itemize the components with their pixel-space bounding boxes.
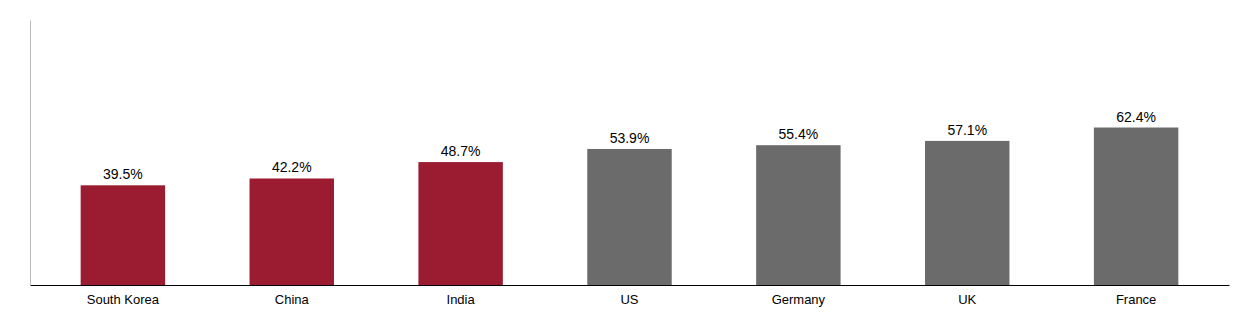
data-label: 48.7% [441, 143, 481, 159]
data-label: 62.4% [1116, 109, 1156, 125]
bar [1094, 128, 1178, 285]
x-tick: France [1116, 285, 1156, 307]
bar [925, 141, 1009, 285]
y-axis-line [30, 21, 31, 286]
bar [756, 145, 840, 285]
x-tick: South Korea [87, 285, 160, 307]
data-labels: 39.5% 42.2% 48.7% 53.9% 55.4% 57.1% 62.4% [103, 109, 1156, 183]
plot: South Korea China India US Germany UK France 39… [31, 21, 1230, 307]
data-label: 55.4% [779, 126, 819, 142]
data-label: 42.2% [272, 159, 312, 175]
x-tick: UK [958, 285, 976, 307]
x-tick-label: South Korea [87, 292, 160, 307]
x-tick-label: India [447, 292, 476, 307]
bar [81, 185, 165, 285]
x-tick-label: China [275, 292, 310, 307]
data-label: 57.1% [947, 122, 987, 138]
x-tick-label: US [620, 292, 638, 307]
y-axis [30, 21, 31, 286]
bar [418, 162, 502, 285]
bars [81, 128, 1179, 285]
bar [587, 149, 671, 285]
x-tick: India [447, 285, 476, 307]
x-tick: China [275, 285, 310, 307]
data-label: 53.9% [610, 130, 650, 146]
bar [250, 178, 334, 285]
data-label: 39.5% [103, 166, 143, 182]
x-tick-label: France [1116, 292, 1156, 307]
x-axis: South Korea China India US Germany UK France [31, 285, 1230, 307]
x-tick: Germany [772, 285, 826, 307]
x-axis-line [31, 285, 1230, 286]
x-tick: US [620, 285, 638, 307]
x-tick-label: UK [958, 292, 976, 307]
x-tick-label: Germany [772, 292, 826, 307]
chart: South Korea China India US Germany UK France 39… [0, 0, 1253, 329]
